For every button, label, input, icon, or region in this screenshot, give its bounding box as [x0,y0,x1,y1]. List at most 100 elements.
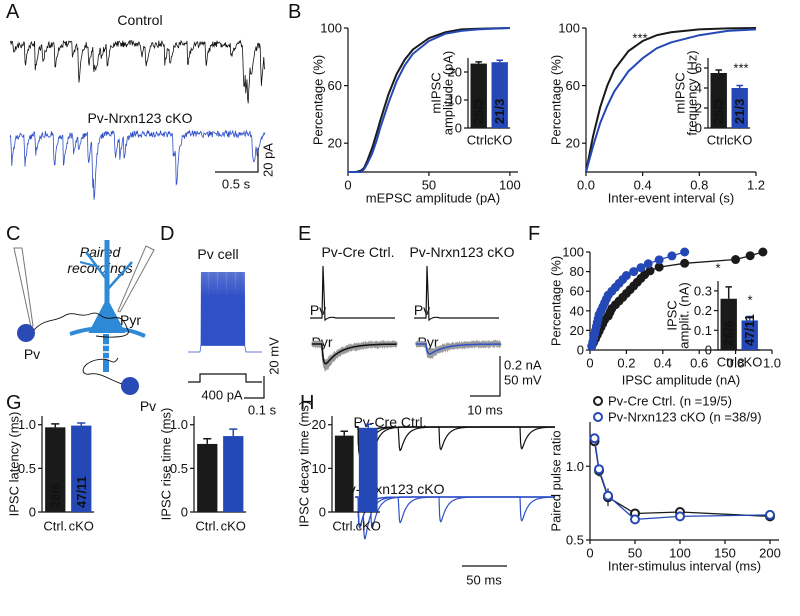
marker [654,262,664,272]
axes [589,422,779,541]
y-axis-label: Paired pulse ratio [549,430,564,531]
panel-letter: B [288,1,301,23]
trace [310,265,395,322]
bar [45,427,66,512]
scale-label: 50 mV [504,373,542,388]
trace-label: Pv-Nrxn123 cKO [87,110,192,126]
y-tick-label: 0 [319,505,326,520]
marker [630,514,640,525]
scale-label: 0.5 s [222,177,251,192]
error-bar [746,315,753,321]
axon [33,312,129,338]
stimulus-label: 400 pA [201,388,243,403]
x-tick-label: 0.2 [617,356,635,371]
category-label: cKO [727,133,752,148]
trace [312,343,397,365]
trace-label: Pv-Nrxn123 cKO [409,244,514,260]
n-label: 26/6 [721,321,736,346]
category-label: cKO [737,355,762,370]
y-tick-label: 20 [312,417,326,432]
marker [589,433,600,444]
pv-cell [121,377,139,395]
y-tick-label: 0 [455,121,462,136]
error-bar [203,437,212,444]
trace-label: Pv cell [197,246,238,262]
marker [643,259,653,269]
y-axis-label: IPSC rise time (ms) [159,408,174,521]
y-tick-label: 0 [29,505,36,520]
error-bar [715,69,722,73]
marker [645,266,655,276]
marker [594,464,604,475]
marker [731,255,741,265]
n-label: 25/3 [711,99,726,124]
category-label: Ctrl. [707,133,731,148]
error-bar [229,428,238,437]
y-axis-label: Percentage (%) [549,256,564,346]
y-tick-label: 100 [558,21,580,36]
trace-label: Pv-Nrxn123 cKO [339,481,444,497]
category-label: Ctrl. [467,133,491,148]
y-tick-label: 0.5 [18,461,36,476]
y-tick-label: 60 [566,78,580,93]
y-tick-label: 0.5 [170,461,188,476]
annotation: *** [632,31,647,46]
marker [758,247,768,257]
traces [310,265,502,372]
y-tick-label: 0.1 [694,323,712,338]
n-label: 21/3 [732,99,747,124]
x-tick-label: 0.0 [577,178,595,193]
bar [720,298,737,350]
marker [667,251,677,261]
bar [334,435,354,512]
cell-label: Pv [24,346,40,362]
annotation: * [747,293,752,308]
y-tick-label: 100 [562,245,584,260]
y-axis-label: Percentage (%) [311,55,326,145]
y-tick-label: 10 [448,93,462,108]
line [593,441,771,518]
x-tick-label: 0.4 [654,356,672,371]
y-tick-label: 20 [570,323,584,338]
y-tick-label: 0 [577,343,584,358]
trace [416,343,501,355]
n-label: 21/3 [492,99,507,124]
trace [355,426,555,457]
marker [765,509,775,520]
y-tick-label: 4 [695,81,702,96]
scale-label: 10 ms [467,403,503,418]
y-axis-label: IPSC decay time (ms) [297,401,312,527]
bar [223,436,244,512]
y-tick-label: 60 [328,78,342,93]
legend-marker [593,396,603,406]
n-label: 47/11 [742,314,757,346]
bar [731,88,748,128]
bar [710,73,727,128]
trace [355,496,555,529]
y-tick-label: 80 [570,264,584,279]
trace [9,39,266,104]
trace-label: Control [117,12,162,28]
trace [414,265,499,322]
y-tick-label: 0.3 [694,283,712,298]
y-tick-label: 0 [705,343,712,358]
x-tick-label: 0 [586,356,593,371]
category-label: cKO [487,133,512,148]
y-tick-label: 1.0 [170,417,188,432]
panel-letter: D [160,223,174,245]
category-label: cKO [69,519,94,534]
x-tick-label: 150 [714,546,736,561]
y-tick-label: 20 [328,136,342,151]
error-bar [340,430,348,436]
y-tick-label: 100 [320,21,342,36]
electrode [13,247,34,328]
x-tick-label: 100 [499,178,521,193]
y-axis-label: mIPSC [429,72,444,113]
scale-label: 50 ms [466,573,502,588]
y-axis-label: IPSC latency (ms) [7,412,22,517]
marker [654,255,664,265]
y-tick-label: 1.0 [566,459,584,474]
pyramidal-neuron [69,240,146,372]
y-tick-label: 0 [695,121,702,136]
